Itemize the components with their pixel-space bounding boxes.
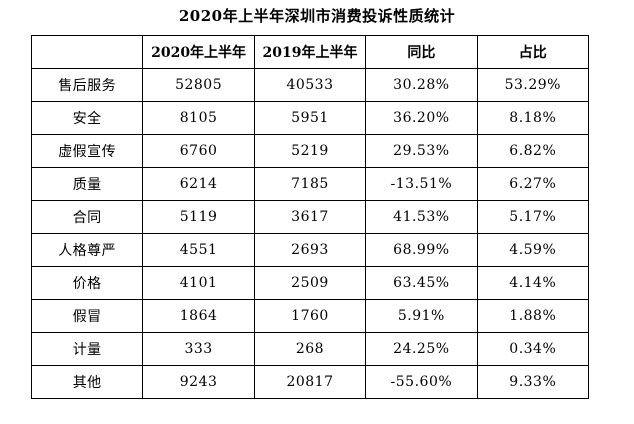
row-label-cell: 计量 [30,332,144,366]
table-row: 安全 8105 5951 36.20% 8.18% [30,101,590,135]
row-label-cell: 安全 [30,101,144,135]
value-cell: 20817 [253,365,367,399]
value-cell: 29.53% [365,134,478,168]
table-row: 计量 333 268 24.25% 0.34% [30,332,590,366]
value-cell: 0.34% [476,332,590,366]
table-row: 合同 5119 3617 41.53% 5.17% [30,200,590,234]
value-cell: 4551 [142,233,255,267]
value-cell: 52805 [142,68,255,102]
table-row: 人格尊严 4551 2693 68.99% 4.59% [30,233,590,267]
value-cell: -55.60% [365,365,478,399]
value-cell: 4101 [142,266,255,300]
row-label-cell: 人格尊严 [30,233,144,267]
value-cell: 6760 [142,134,255,168]
value-cell: 2693 [253,233,367,267]
table-row: 假冒 1864 1760 5.91% 1.88% [30,299,590,333]
value-cell: 6.27% [476,167,590,201]
value-cell: 8.18% [476,101,590,135]
value-cell: 2509 [253,266,367,300]
value-cell: 4.14% [476,266,590,300]
value-cell: 1760 [253,299,367,333]
value-cell: 68.99% [365,233,478,267]
value-cell: 30.28% [365,68,478,102]
value-cell: 36.20% [365,101,478,135]
row-label-cell: 价格 [30,266,144,300]
row-label-cell: 售后服务 [30,68,144,102]
header-row: 2020年上半年 2019年上半年 同比 占比 [30,35,590,69]
value-cell: -13.51% [365,167,478,201]
value-cell: 5951 [253,101,367,135]
row-label-cell: 质量 [30,167,144,201]
statistics-table: 2020年上半年 2019年上半年 同比 占比 售后服务 52805 40533 30… [30,35,590,399]
header-cell-category [30,35,144,69]
value-cell: 7185 [253,167,367,201]
value-cell: 5.17% [476,200,590,234]
value-cell: 5.91% [365,299,478,333]
value-cell: 6.82% [476,134,590,168]
header-cell-2019: 2019年上半年 [253,35,367,69]
header-cell-yoy: 同比 [365,35,478,69]
value-cell: 9243 [142,365,255,399]
page-title: 2020年上半年深圳市消费投诉性质统计 [178,7,456,25]
table-body: 售后服务 52805 40533 30.28% 53.29% 安全 8105 5951 36.2… [30,68,590,399]
value-cell: 41.53% [365,200,478,234]
value-cell: 268 [253,332,367,366]
value-cell: 63.45% [365,266,478,300]
value-cell: 5119 [142,200,255,234]
table-row: 虚假宣传 6760 5219 29.53% 6.82% [30,134,590,168]
value-cell: 24.25% [365,332,478,366]
value-cell: 40533 [253,68,367,102]
row-label-cell: 合同 [30,200,144,234]
value-cell: 5219 [253,134,367,168]
value-cell: 333 [142,332,255,366]
value-cell: 6214 [142,167,255,201]
header-cell-share: 占比 [476,35,590,69]
value-cell: 9.33% [476,365,590,399]
value-cell: 4.59% [476,233,590,267]
row-label-cell: 假冒 [30,299,144,333]
value-cell: 8105 [142,101,255,135]
value-cell: 1.88% [476,299,590,333]
value-cell: 53.29% [476,68,590,102]
value-cell: 3617 [253,200,367,234]
table-row: 售后服务 52805 40533 30.28% 53.29% [30,68,590,102]
table-row: 质量 6214 7185 -13.51% 6.27% [30,167,590,201]
value-cell: 1864 [142,299,255,333]
table-row: 价格 4101 2509 63.45% 4.14% [30,266,590,300]
header-cell-2020: 2020年上半年 [142,35,255,69]
row-label-cell: 其他 [30,365,144,399]
row-label-cell: 虚假宣传 [30,134,144,168]
table-row: 其他 9243 20817 -55.60% 9.33% [30,365,590,399]
